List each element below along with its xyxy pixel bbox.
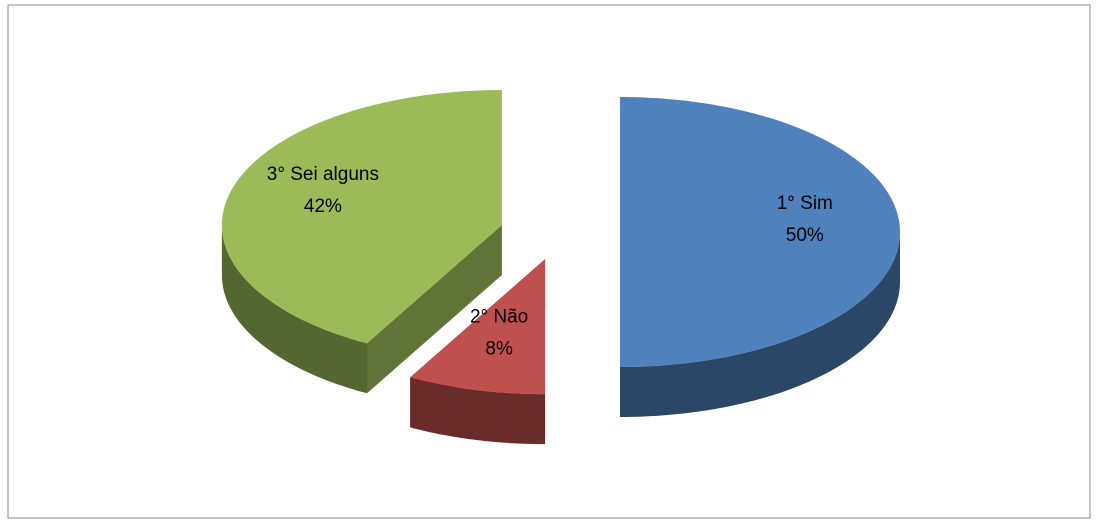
- slice-side: [410, 377, 546, 445]
- slice: [620, 97, 900, 367]
- slice-label: 2° Não: [470, 306, 528, 327]
- slice-label: 1° Sim: [777, 193, 833, 214]
- slice-cut-face: [367, 225, 502, 394]
- slice-label: 3° Sei alguns: [267, 164, 379, 185]
- slice: [221, 90, 502, 344]
- slice-value-label: 8%: [485, 338, 513, 359]
- slice-side: [620, 232, 900, 417]
- chart-frame: [7, 4, 1091, 519]
- slice-value-label: 50%: [786, 225, 824, 246]
- slice-side: [221, 225, 367, 394]
- slice-value-label: 42%: [304, 196, 342, 217]
- slice: [410, 259, 546, 395]
